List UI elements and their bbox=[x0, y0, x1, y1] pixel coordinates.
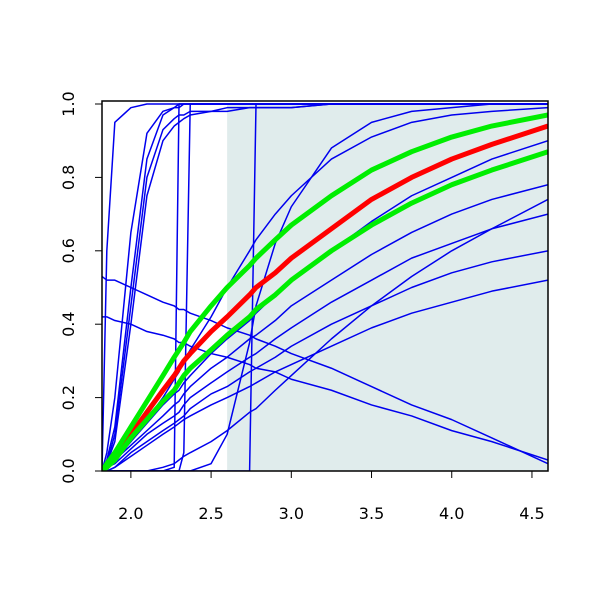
x-tick-label: 4.0 bbox=[439, 504, 464, 523]
series-line bbox=[102, 198, 548, 471]
series-line bbox=[102, 149, 548, 471]
y-tick-label: 0.4 bbox=[59, 311, 78, 336]
x-tick-label: 3.5 bbox=[359, 504, 384, 523]
series-line bbox=[102, 123, 548, 471]
x-tick-label: 2.0 bbox=[118, 504, 143, 523]
y-tick-label: 0.6 bbox=[59, 238, 78, 263]
x-tick-label: 2.5 bbox=[198, 504, 223, 523]
series-line bbox=[102, 103, 548, 471]
y-tick-label: 0.8 bbox=[59, 165, 78, 190]
plot-area bbox=[102, 103, 548, 471]
x-tick-label: 4.5 bbox=[519, 504, 544, 523]
series-line bbox=[102, 103, 548, 471]
y-tick-label: 0.0 bbox=[59, 458, 78, 483]
series-line bbox=[102, 213, 548, 471]
series-line bbox=[102, 316, 548, 461]
plot-frame bbox=[101, 100, 549, 472]
x-tick-label: 3.0 bbox=[279, 504, 304, 523]
series-line bbox=[102, 112, 548, 471]
series-line bbox=[102, 184, 548, 471]
series-line bbox=[102, 279, 548, 471]
series-line bbox=[102, 250, 548, 471]
y-tick-label: 1.0 bbox=[59, 91, 78, 116]
y-tick-label: 0.2 bbox=[59, 385, 78, 410]
shaded-region bbox=[227, 104, 548, 471]
